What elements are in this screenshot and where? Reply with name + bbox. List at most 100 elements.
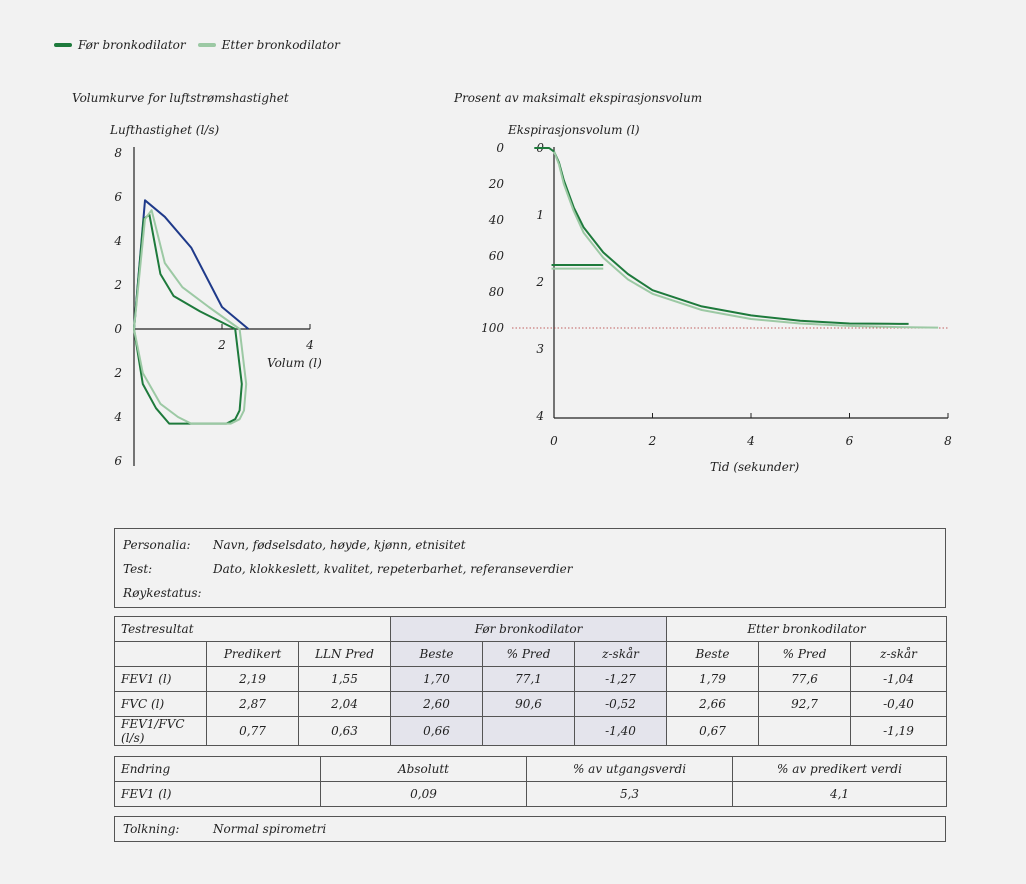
flow-volume-chart: Volumkurve for luftstrømshastighet Lufth… <box>72 91 322 468</box>
change-header-row: Endring Absolutt % av utgangsverdi % av … <box>114 756 947 782</box>
flow-volume-series-2 <box>133 209 248 425</box>
table-cell: 0,67 <box>666 716 760 746</box>
results-header-row: Predikert LLN Pred Beste % Pred z-skår B… <box>114 641 948 667</box>
legend-label-after: Etter bronkodilator <box>221 38 340 52</box>
legend-swatch-before <box>54 43 72 47</box>
table-cell: -1,19 <box>850 716 948 746</box>
table-cell: FEV1 (l) <box>114 781 321 807</box>
volume-time-left-tick: 0 <box>496 141 504 155</box>
table-cell: 1,79 <box>666 666 760 692</box>
volume-time-title: Prosent av maksimalt ekspirasjonsvolum <box>453 91 702 105</box>
volume-time-x-tick: 0 <box>550 434 558 448</box>
smoking-label: Røykestatus: <box>123 586 202 600</box>
table-cell: 0,09 <box>320 781 527 807</box>
table-cell: 2,60 <box>390 691 484 717</box>
volume-time-left-tick: 100 <box>481 321 504 335</box>
table-cell: 1,55 <box>297 666 392 692</box>
flow-volume-y-tick: 0 <box>114 322 122 336</box>
change-header-cell: Endring <box>114 756 321 782</box>
interpretation-label: Tolkning: <box>123 822 180 836</box>
volume-time-series-0 <box>534 147 909 325</box>
change-header-cell: % av predikert verdi <box>732 756 947 782</box>
flow-volume-x-tick: 4 <box>305 338 314 352</box>
results-header-cell: % Pred <box>758 641 852 667</box>
results-header-cell: Predikert <box>206 641 299 667</box>
table-cell: 1,70 <box>390 666 484 692</box>
volume-time-volume-tick: 4 <box>535 409 544 423</box>
volume-time-volume-tick: 2 <box>535 275 544 289</box>
volume-time-volume-tick: 3 <box>536 342 544 356</box>
volume-time-x-tick: 8 <box>944 434 952 448</box>
test-value: Dato, klokkeslett, kvalitet, repeterbarh… <box>213 562 573 576</box>
flow-volume-title: Volumkurve for luftstrømshastighet <box>72 91 289 105</box>
table-cell: FVC (l) <box>114 691 207 717</box>
flow-volume-xlabel: Volum (l) <box>267 356 322 370</box>
table-cell: -1,40 <box>574 716 668 746</box>
table-cell: 92,7 <box>758 691 852 717</box>
table-cell <box>482 716 576 746</box>
table-cell: FEV1 (l) <box>114 666 207 692</box>
table-cell: -0,52 <box>574 691 668 717</box>
personalia-value: Navn, fødselsdato, høyde, kjønn, etnisit… <box>213 538 466 552</box>
interpretation-row: Tolkning: Normal spirometri <box>115 817 945 841</box>
volume-time-left-tick: 40 <box>488 213 505 227</box>
results-header-cell: z-skår <box>850 641 948 667</box>
interpretation-box: Tolkning: Normal spirometri <box>114 816 946 842</box>
results-header-cell: % Pred <box>482 641 576 667</box>
volume-time-left-tick: 20 <box>488 177 505 191</box>
results-table: Testresultat Før bronkodilator Etter bro… <box>113 616 948 746</box>
volume-time-xlabel: Tid (sekunder) <box>710 460 800 474</box>
flow-volume-y-tick: 4 <box>113 234 122 248</box>
results-table-box: Testresultat Før bronkodilator Etter bro… <box>113 616 948 746</box>
volume-time-series-1 <box>553 151 939 329</box>
change-table-box: Endring Absolutt % av utgangsverdi % av … <box>114 756 947 807</box>
legend-item-before: Før bronkodilator <box>54 38 186 52</box>
flow-volume-y-tick: 4 <box>113 410 122 424</box>
results-header-cell: Beste <box>390 641 484 667</box>
legend: Før bronkodilator Etter bronkodilator <box>54 38 352 52</box>
test-label: Test: <box>123 562 153 576</box>
change-header-cell: % av utgangsverdi <box>526 756 733 782</box>
volume-time-volume-tick: 1 <box>536 208 544 222</box>
results-header-cell <box>114 641 207 667</box>
flow-volume-y-tick: 2 <box>113 278 122 292</box>
flow-volume-y-tick: 6 <box>114 454 122 468</box>
flow-volume-x-tick: 2 <box>217 338 226 352</box>
table-cell: 0,63 <box>297 716 392 746</box>
results-after-group: Etter bronkodilator <box>666 616 948 642</box>
patient-info-box: Personalia: Navn, fødselsdato, høyde, kj… <box>114 528 946 608</box>
table-cell: 5,3 <box>526 781 733 807</box>
flow-volume-y-tick: 8 <box>114 146 122 160</box>
legend-item-after: Etter bronkodilator <box>197 38 340 52</box>
volume-time-x-tick: 2 <box>648 434 657 448</box>
legend-swatch-after <box>197 43 216 47</box>
results-group-header-row: Testresultat Før bronkodilator Etter bro… <box>113 616 948 642</box>
results-header-cell: LLN Pred <box>297 641 392 667</box>
results-before-group: Før bronkodilator <box>390 616 668 642</box>
flow-volume-ylabel: Lufthastighet (l/s) <box>109 123 220 137</box>
table-cell: 4,1 <box>732 781 947 807</box>
personalia-label: Personalia: <box>123 538 191 552</box>
legend-label-before: Før bronkodilator <box>78 38 186 52</box>
volume-time-left-tick: 80 <box>489 285 505 299</box>
results-title: Testresultat <box>113 616 392 642</box>
table-row: FVC (l) 2,87 2,04 2,60 90,6 -0,52 2,66 9… <box>114 691 948 717</box>
flow-volume-y-tick: 2 <box>113 366 122 380</box>
info-row-smoking: Røykestatus: <box>115 581 945 605</box>
table-cell: FEV1/FVC (l/s) <box>114 716 207 746</box>
table-cell: -0,40 <box>850 691 948 717</box>
info-row-test: Test: Dato, klokkeslett, kvalitet, repet… <box>115 557 945 581</box>
volume-time-chart: Prosent av maksimalt ekspirasjonsvolum E… <box>453 91 952 474</box>
volume-time-ylabel: Ekspirasjonsvolum (l) <box>507 123 640 137</box>
table-cell <box>758 716 852 746</box>
table-row: FEV1 (l) 2,19 1,55 1,70 77,1 -1,27 1,79 … <box>114 666 948 692</box>
table-row: FEV1/FVC (l/s) 0,77 0,63 0,66 -1,40 0,67… <box>114 716 948 746</box>
flow-volume-series-1 <box>133 213 243 425</box>
table-cell: -1,27 <box>574 666 668 692</box>
table-cell: 0,77 <box>206 716 299 746</box>
volume-time-x-tick: 6 <box>846 434 854 448</box>
table-cell: 2,66 <box>666 691 760 717</box>
results-header-cell: Beste <box>666 641 760 667</box>
table-cell: 2,04 <box>297 691 392 717</box>
